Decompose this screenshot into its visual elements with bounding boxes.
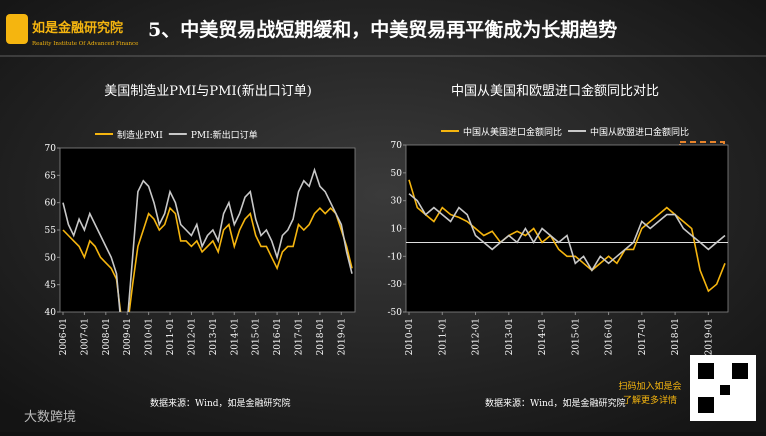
x-tick-label: 2014-01: [538, 318, 548, 355]
plot-area: [59, 147, 356, 313]
x-tick-label: 2017-01: [638, 318, 648, 355]
y-tick-label: 30: [391, 197, 403, 207]
x-tick-label: 2015-01: [252, 318, 262, 355]
x-tick-label: 2019-01: [704, 318, 714, 355]
x-tick-label: 2010-01: [405, 318, 415, 355]
x-tick-label: 2006-01: [59, 318, 69, 355]
plot-area: [405, 144, 729, 313]
x-tick-label: 2011-01: [166, 318, 176, 355]
qr-part: [732, 363, 748, 379]
y-tick-label: 55: [45, 226, 57, 236]
x-tick-label: 2019-01: [337, 318, 347, 355]
x-tick-label: 2007-01: [80, 318, 90, 355]
legend-label: 中国从美国进口金额同比: [463, 126, 562, 138]
series-line: [408, 179, 726, 293]
x-tick-label: 2013-01: [505, 318, 515, 355]
x-tick-label: 2015-01: [571, 318, 581, 355]
y-tick-label: -10: [388, 252, 403, 262]
legend-label: 制造业PMI: [117, 129, 163, 141]
logo: 如是金融研究院: [32, 20, 123, 36]
x-tick-label: 2011-01: [438, 318, 448, 355]
y-tick-label: 60: [45, 199, 57, 209]
x-tick-label: 2009-01: [123, 318, 133, 355]
x-tick-label: 2014-01: [230, 318, 240, 355]
logo-sub: Reality Institute Of Advanced Finance: [32, 41, 138, 47]
source: 数据来源：Wind，如是金融研究院: [485, 397, 626, 409]
slide-title: 5、中美贸易战短期缓和，中美贸易再平衡成为长期趋势: [148, 18, 617, 41]
y-tick-label: 50: [45, 253, 57, 263]
qr-text: 了解更多详情: [623, 394, 677, 406]
qr-text: 扫码加入如是会: [618, 380, 681, 392]
y-tick-label: 10: [391, 225, 403, 235]
watermark: 大数跨境: [24, 410, 76, 425]
y-tick-label: 70: [391, 141, 403, 151]
qr-part: [698, 363, 714, 379]
x-tick-label: 2017-01: [294, 318, 304, 355]
x-tick-label: 2018-01: [316, 318, 326, 355]
qr-part: [720, 385, 730, 395]
chart-title: 美国制造业PMI与PMI(新出口订单): [104, 83, 312, 99]
x-tick-label: 2013-01: [209, 318, 219, 355]
qr-part: [698, 397, 714, 413]
y-tick-label: 45: [45, 281, 57, 291]
y-tick-label: 65: [45, 171, 57, 181]
x-tick-label: 2010-01: [145, 318, 155, 355]
series-line: [408, 193, 726, 272]
y-tick-label: 40: [45, 308, 57, 318]
x-tick-label: 2012-01: [187, 318, 197, 355]
y-tick-label: -50: [388, 308, 403, 318]
source: 数据来源：Wind，如是金融研究院: [150, 397, 291, 409]
series-line: [62, 167, 353, 312]
legend-label: 中国从欧盟进口金额同比: [590, 126, 689, 138]
x-tick-label: 2016-01: [605, 318, 615, 355]
x-tick-label: 2018-01: [671, 318, 681, 355]
y-tick-label: 70: [45, 144, 57, 154]
x-tick-label: 2012-01: [472, 318, 482, 355]
legend-label: PMI:新出口订单: [191, 129, 258, 141]
chart-title: 中国从美国和欧盟进口金额同比对比: [451, 83, 659, 99]
y-tick-label: 50: [391, 169, 403, 179]
x-tick-label: 2008-01: [102, 318, 112, 355]
series-line: [62, 206, 353, 312]
logo-icon: [6, 14, 28, 44]
y-tick-label: -30: [388, 280, 403, 290]
x-tick-label: 2016-01: [273, 318, 283, 355]
